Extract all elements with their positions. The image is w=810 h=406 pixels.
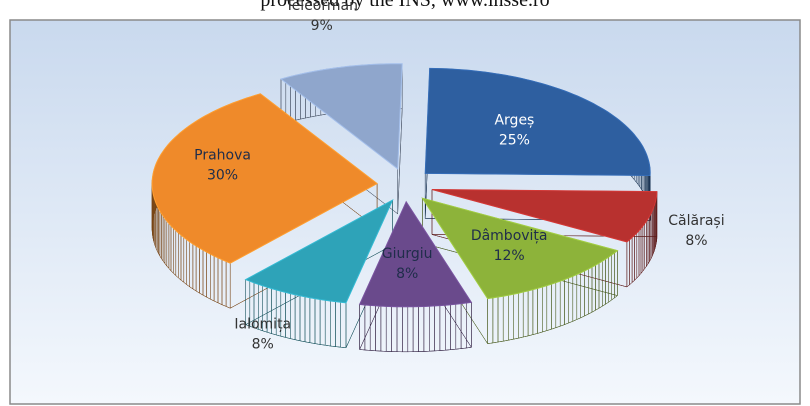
- slice-value-label: 30%: [207, 167, 238, 183]
- slice-label: Dâmbovița: [471, 228, 548, 244]
- slice-value-label: 12%: [494, 248, 525, 264]
- slice: [424, 67, 651, 177]
- slice: [431, 189, 658, 243]
- slice-value-label: 8%: [685, 233, 707, 249]
- slice-value-label: 8%: [252, 336, 274, 352]
- slice-label: Teleorman: [285, 0, 358, 14]
- slice-value-label: 8%: [396, 266, 418, 282]
- slice-label: Argeș: [494, 112, 534, 128]
- chart-subtitle: processed by the INS, www.insse.ro: [260, 0, 549, 11]
- slice: [358, 200, 473, 308]
- slice-value-label: 9%: [311, 18, 333, 34]
- slice-value-label: 25%: [499, 132, 530, 148]
- slice-label: Giurgiu: [382, 246, 433, 262]
- slice-label: Ialomița: [234, 316, 291, 332]
- slice: [244, 198, 394, 304]
- slice: [421, 197, 619, 300]
- slice-label: Călărași: [668, 213, 724, 229]
- slice-label: Prahova: [194, 147, 251, 163]
- slice: [279, 63, 403, 170]
- slice: [151, 93, 379, 264]
